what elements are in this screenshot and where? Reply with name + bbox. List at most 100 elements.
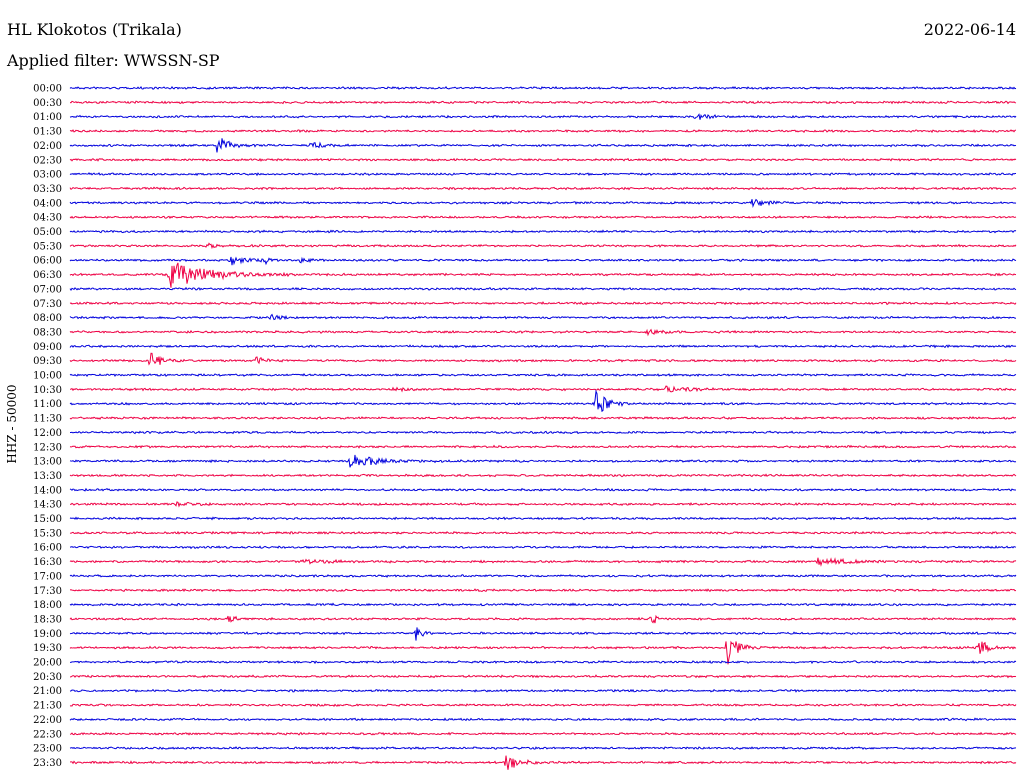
trace-row-1030 — [69, 385, 1017, 393]
trace-row-1000 — [69, 372, 1017, 378]
trace-row-0030 — [69, 100, 1017, 105]
row-label: 14:30 — [33, 500, 62, 511]
trace-row-1900 — [69, 627, 1017, 641]
row-label: 09:30 — [33, 356, 62, 367]
trace-row-1100 — [69, 389, 1017, 413]
row-label: 15:00 — [33, 514, 62, 525]
station-title: HL Klokotos (Trikala) — [7, 20, 182, 39]
row-label: 14:00 — [33, 485, 62, 496]
trace-row-1500 — [69, 516, 1017, 521]
row-labels: 00:00 00:30 01:00 01:30 02:00 02:30 03:00 03:30… — [33, 84, 62, 769]
row-label: 21:30 — [33, 701, 62, 712]
row-label: 20:30 — [33, 672, 62, 683]
row-label: 20:00 — [33, 658, 62, 669]
trace-row-1330 — [69, 473, 1017, 478]
row-label: 02:30 — [33, 155, 62, 166]
date-label: 2022-06-14 — [923, 20, 1016, 39]
row-label: 23:30 — [33, 758, 62, 769]
trace-row-1230 — [69, 444, 1017, 449]
row-label: 21:00 — [33, 686, 62, 697]
row-label: 18:00 — [33, 600, 62, 611]
row-label: 12:30 — [33, 442, 62, 453]
trace-row-1130 — [69, 416, 1017, 421]
row-label: 02:00 — [33, 141, 62, 152]
trace-row-2130 — [69, 703, 1017, 708]
row-label: 09:00 — [33, 342, 62, 353]
trace-row-1730 — [69, 588, 1017, 593]
trace-row-0430 — [69, 215, 1017, 220]
row-label: 05:00 — [33, 227, 62, 238]
trace-row-0900 — [69, 344, 1017, 349]
row-label: 10:30 — [33, 385, 62, 396]
trace-row-0330 — [69, 186, 1017, 191]
row-label: 22:00 — [33, 715, 62, 726]
trace-row-0230 — [69, 157, 1017, 162]
trace-row-0200 — [69, 138, 1017, 153]
trace-row-2300 — [69, 746, 1017, 751]
trace-row-2200 — [69, 717, 1017, 722]
row-label: 17:30 — [33, 586, 62, 597]
row-label: 01:30 — [33, 127, 62, 138]
row-label: 04:00 — [33, 198, 62, 209]
row-label: 16:00 — [33, 543, 62, 554]
trace-row-0000 — [69, 86, 1017, 91]
trace-row-2030 — [69, 674, 1017, 679]
seismic-traces — [69, 86, 1017, 770]
trace-row-0400 — [69, 198, 1017, 209]
trace-row-0100 — [69, 113, 1017, 120]
row-label: 06:00 — [33, 256, 62, 267]
trace-row-0800 — [69, 313, 1017, 321]
row-label: 19:30 — [33, 643, 62, 654]
row-label: 07:30 — [33, 299, 62, 310]
filter-label: Applied filter: WWSSN-SP — [7, 51, 220, 70]
row-label: 00:30 — [33, 98, 62, 109]
trace-row-0530 — [69, 242, 1017, 250]
row-label: 08:30 — [33, 327, 62, 338]
trace-row-1630 — [69, 557, 1017, 567]
trace-row-2100 — [69, 688, 1017, 693]
row-label: 01:00 — [33, 112, 62, 123]
row-label: 08:00 — [33, 313, 62, 324]
trace-row-0300 — [69, 172, 1017, 177]
row-label: 07:00 — [33, 284, 62, 295]
row-label: 23:00 — [33, 744, 62, 755]
row-label: 00:00 — [33, 84, 62, 95]
row-label: 18:30 — [33, 614, 62, 625]
trace-row-2000 — [69, 660, 1017, 665]
trace-row-0130 — [69, 129, 1017, 134]
trace-row-2330 — [69, 755, 1017, 770]
trace-row-1800 — [69, 602, 1017, 607]
trace-row-1300 — [69, 454, 1017, 468]
row-label: 13:00 — [33, 457, 62, 468]
row-label: 16:30 — [33, 557, 62, 568]
row-label: 11:00 — [33, 399, 62, 410]
trace-row-1200 — [69, 430, 1017, 435]
trace-row-0730 — [69, 301, 1017, 306]
trace-row-0700 — [69, 286, 1017, 291]
trace-row-0930 — [69, 352, 1017, 366]
row-label: 06:30 — [33, 270, 62, 281]
row-label: 04:30 — [33, 213, 62, 224]
trace-row-0500 — [69, 229, 1017, 234]
row-label: 15:30 — [33, 528, 62, 539]
row-label: 17:00 — [33, 571, 62, 582]
trace-row-0830 — [69, 328, 1017, 337]
row-label: 13:30 — [33, 471, 62, 482]
trace-row-0630 — [69, 262, 1017, 288]
row-label: 19:00 — [33, 629, 62, 640]
row-label: 12:00 — [33, 428, 62, 439]
trace-row-1400 — [69, 487, 1017, 492]
row-label: 05:30 — [33, 241, 62, 252]
trace-row-1830 — [69, 614, 1017, 624]
row-label: 22:30 — [33, 729, 62, 740]
trace-row-0600 — [69, 256, 1017, 266]
trace-row-1530 — [69, 530, 1017, 535]
trace-row-1930 — [69, 640, 1017, 665]
row-label: 03:30 — [33, 184, 62, 195]
row-label: 03:00 — [33, 170, 62, 181]
row-label: 11:30 — [33, 414, 62, 425]
row-label: 10:00 — [33, 371, 62, 382]
trace-row-2230 — [69, 731, 1017, 736]
trace-row-1700 — [69, 573, 1017, 578]
